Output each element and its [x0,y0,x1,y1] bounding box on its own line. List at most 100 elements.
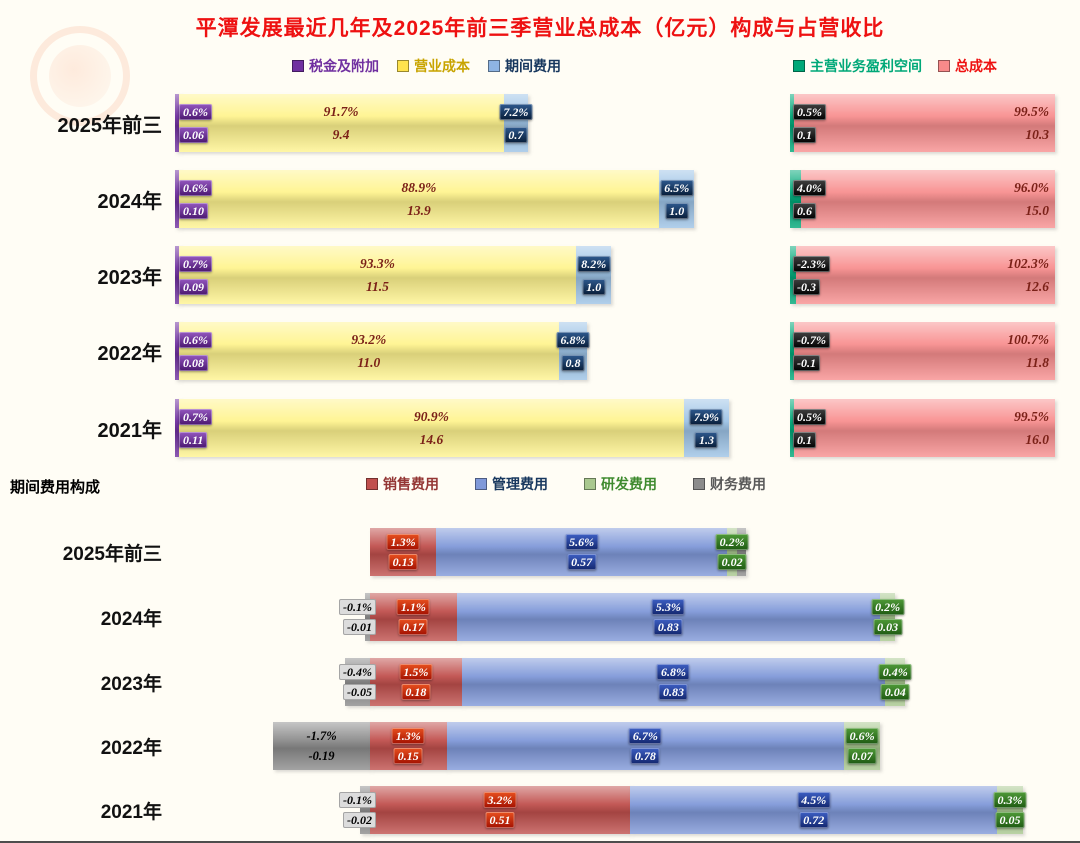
chart-row: 2025年前三 1.3% 0.13 5.6% 0.57 0.2% 0.02 [0,528,1080,576]
bar-segment-period [576,246,611,304]
legend-cost-composition: 税金及附加 营业成本 期间费用 [292,56,561,76]
legend-label: 研发费用 [601,476,657,492]
bar-segment-sales [370,658,462,706]
bar-segment-admin [446,722,845,770]
bar-segment-admin [630,786,998,834]
chart-row: 2024年 0.6% 0.10 88.9% 13.9 6.5% 1.0 4.0% 0.6 96.0… [0,170,1080,228]
bar-segment-tax [175,322,179,380]
category-label: 2021年 [97,419,163,442]
legend-label: 主营业务盈利空间 [810,58,922,74]
bar-segment-tax [175,399,179,457]
bar-segment-sales [370,528,437,576]
category-label: 2022年 [97,342,163,365]
legend-item: 销售费用 [366,474,439,494]
bar-segment-rd [885,658,906,706]
bar-segment-opcost [178,399,684,457]
chart-row: 2022年 -1.7% -0.19 1.3% 0.15 6.7% 0.78 0.6% 0.07 [0,722,1080,770]
category-label: 2023年 [97,266,163,289]
legend-label: 销售费用 [383,476,439,492]
bar-segment-tax [175,170,179,228]
bar-segment-finance [364,593,370,641]
chart-row: 2025年前三 0.6% 0.06 91.7% 9.4 7.2% 0.7 0.5% 0.1 99.… [0,94,1080,152]
bar-segment-sales [370,593,457,641]
legend-label: 总成本 [955,58,997,74]
bar-segment-admin [436,528,727,576]
bar-segment-totalcost [800,170,1055,228]
legend-swatch [397,60,409,72]
bar-segment-totalcost [794,94,1055,152]
legend-swatch [475,478,487,490]
legend-swatch [366,478,378,490]
bar-segment-profit [790,246,797,304]
category-label: 2022年 [100,737,162,759]
watermark-logo [30,26,130,126]
bar-segment-profit [790,170,801,228]
bar-segment-admin [456,593,880,641]
bar-segment-profit [790,94,794,152]
bar-segment-opcost [178,170,660,228]
chart-title: 平潭发展最近几年及2025年前三季营业总成本（亿元）构成与占营收比 [195,17,885,40]
bar-segment-rd [844,722,880,770]
bar-segment-finance [359,786,370,834]
bar-segment-tax [175,94,179,152]
bar-segment-profit [790,399,794,457]
bar-segment-tax [175,246,179,304]
legend-swatch [938,60,950,72]
legend-item: 研发费用 [584,474,657,494]
chart-row: 2021年 0.7% 0.11 90.9% 14.6 7.9% 1.3 0.5% 0.1 99.5… [0,399,1080,457]
legend-label: 营业成本 [414,58,470,74]
legend-profit-totalcost: 主营业务盈利空间 总成本 [793,56,997,76]
bar-segment-profit [790,322,794,380]
bar-segment-period [503,94,528,152]
legend-item: 税金及附加 [292,56,379,76]
bar-segment-opcost [178,322,560,380]
legend-swatch [292,60,304,72]
bar-segment-finance [344,658,370,706]
bar-segment-totalcost [796,246,1055,304]
legend-item: 总成本 [938,56,997,76]
chart-row: 2023年 -0.4% -0.05 1.5% 0.18 6.8% 0.83 0.4% 0.04 [0,658,1080,706]
bar-segment-rd [880,593,896,641]
legend-period-expense: 销售费用 管理费用 研发费用 财务费用 [366,474,766,494]
legend-item: 财务费用 [693,474,766,494]
chart-row: 2021年 -0.1% -0.02 3.2% 0.51 4.5% 0.72 0.3% 0.05 [0,786,1080,834]
category-label: 2023年 [100,673,162,695]
bar-segment-sales [370,786,631,834]
bar-segment-finance [273,722,370,770]
bar-segment-sales [370,722,447,770]
bottom-border [0,841,1080,843]
bar-segment-period [683,399,729,457]
bar-segment-rd [727,528,738,576]
legend-label: 税金及附加 [309,58,379,74]
legend-swatch [793,60,805,72]
legend-swatch [488,60,500,72]
bar-segment-totalcost [794,399,1055,457]
category-label: 2021年 [100,801,162,823]
legend-label: 财务费用 [710,476,766,492]
category-label: 2024年 [97,190,163,213]
chart-row: 2022年 0.6% 0.08 93.2% 11.0 6.8% 0.8 -0.7% -0.1 10… [0,322,1080,380]
legend-item: 期间费用 [488,56,561,76]
bar-segment-period [559,322,587,380]
legend-label: 管理费用 [492,476,548,492]
legend-swatch [584,478,596,490]
chart-row: 2024年 -0.1% -0.01 1.1% 0.17 5.3% 0.83 0.2% 0.03 [0,593,1080,641]
legend-swatch [693,478,705,490]
bar-segment-opcost [178,246,577,304]
legend-item: 主营业务盈利空间 [793,56,922,76]
legend-item: 营业成本 [397,56,470,76]
bar-segment-admin [461,658,886,706]
bar-segment-period [659,170,695,228]
section-title: 期间费用构成 [10,479,101,496]
bar-segment-rd [997,786,1023,834]
legend-item: 管理费用 [475,474,548,494]
category-label: 2025年前三 [57,114,163,137]
bar-segment-totalcost [794,322,1055,380]
category-label: 2024年 [100,608,162,630]
chart-row: 2023年 0.7% 0.09 93.3% 11.5 8.2% 1.0 -2.3% -0.3 10… [0,246,1080,304]
category-label: 2025年前三 [62,543,162,565]
bar-segment-finance [737,528,747,576]
legend-label: 期间费用 [505,58,561,74]
bar-segment-opcost [178,94,504,152]
